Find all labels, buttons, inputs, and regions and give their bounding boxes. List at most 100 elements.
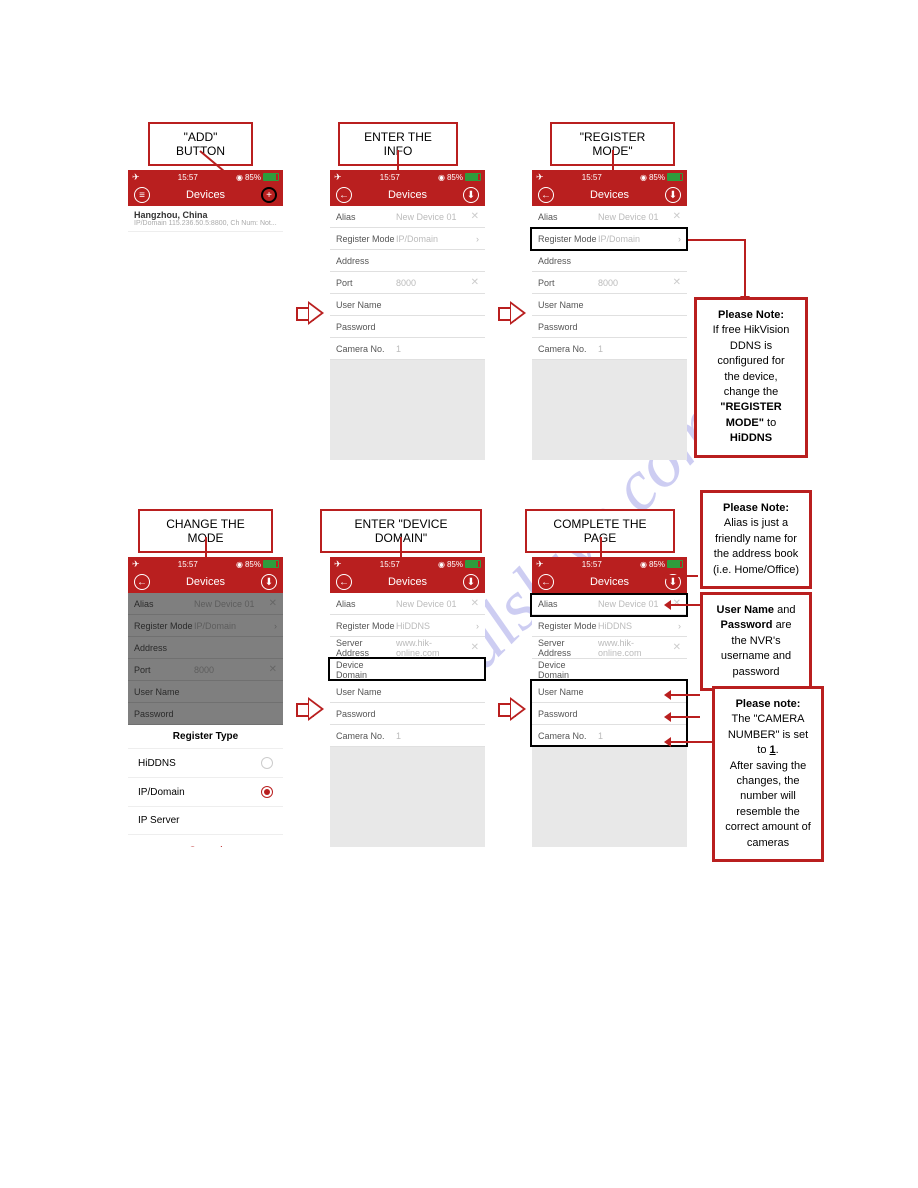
back-icon[interactable]: ← [538, 574, 554, 590]
connector-line [600, 537, 602, 559]
statusbar: ✈ 15:57 ◉ 85% [532, 557, 687, 571]
nav-title: Devices [186, 576, 225, 588]
save-icon[interactable]: ⬇ [261, 574, 277, 590]
nav-title: Devices [186, 189, 225, 201]
add-icon[interactable]: + [261, 187, 277, 203]
battery-status: ◉ 85% [236, 560, 279, 569]
battery-status: ◉ 85% [438, 560, 481, 569]
back-icon[interactable]: ← [336, 187, 352, 203]
register-mode-row[interactable]: Register ModeHiDDNS› [330, 615, 485, 637]
back-icon[interactable]: ← [134, 574, 150, 590]
sheet-cancel[interactable]: Cancel [128, 835, 283, 847]
menu-icon[interactable]: ≡ [134, 187, 150, 203]
step-arrow-icon [296, 302, 324, 322]
device-domain-row[interactable]: Device Domain [532, 659, 687, 681]
sheet-option-ipserver[interactable]: IP Server [128, 807, 283, 835]
nav-title: Devices [388, 189, 427, 201]
status-time: 15:57 [380, 560, 400, 569]
step-arrow-icon [498, 698, 526, 718]
password-row[interactable]: Password [532, 316, 687, 338]
username-row[interactable]: User Name [532, 294, 687, 316]
connector-line [670, 694, 700, 696]
status-time: 15:57 [582, 173, 602, 182]
camera-no-row[interactable]: Camera No.1 [532, 338, 687, 360]
note-alias: Please Note: Alias is just a friendly na… [700, 490, 812, 589]
connector-line [670, 604, 700, 606]
register-mode-row[interactable]: Register ModeIP/Domain› [330, 228, 485, 250]
register-mode-row[interactable]: Register ModeHiDDNS› [532, 615, 687, 637]
server-address-row[interactable]: Server Addresswww.hik-online.com✕ [330, 637, 485, 659]
camera-no-row[interactable]: Camera No.1 [330, 338, 485, 360]
back-icon[interactable]: ← [538, 187, 554, 203]
battery-status: ◉ 85% [640, 173, 683, 182]
phone-body [330, 360, 485, 460]
device-domain-row[interactable]: Device Domain [330, 659, 485, 681]
username-row[interactable]: User Name [330, 681, 485, 703]
statusbar: ✈ 15:57 ◉ 85% [128, 557, 283, 571]
navbar: ← Devices ⬇ [128, 571, 283, 593]
navbar: ≡ Devices + [128, 184, 283, 206]
note-camera-number: Please note: The "CAMERA NUMBER" is set … [712, 686, 824, 862]
username-row[interactable]: User Name [330, 294, 485, 316]
save-icon[interactable]: ⬇ [463, 574, 479, 590]
note-register-mode: Please Note: If free HikVision DDNS is c… [694, 297, 808, 458]
alias-row[interactable]: AliasNew Device 01✕ [532, 206, 687, 228]
device-subtitle: IP/Domain 115.236.50.5:8800, Ch Num: Not… [134, 220, 277, 227]
navbar: ← Devices ⬇ [330, 571, 485, 593]
airplane-icon: ✈ [536, 172, 544, 183]
nav-title: Devices [388, 576, 427, 588]
save-icon[interactable]: ⬇ [665, 187, 681, 203]
phone-screen-3: ✈ 15:57 ◉ 85% ← Devices ⬇ AliasNew Devic… [532, 170, 687, 460]
sheet-title: Register Type [128, 725, 283, 749]
note-credentials: User Name and Password are the NVR's use… [700, 592, 812, 691]
device-title: Hangzhou, China [134, 210, 277, 220]
port-row[interactable]: Port8000✕ [330, 272, 485, 294]
sheet-option-hiddns[interactable]: HiDDNS [128, 749, 283, 778]
phone-screen-4: ✈ 15:57 ◉ 85% ← Devices ⬇ AliasNew Devic… [128, 557, 283, 847]
port-row[interactable]: Port8000✕ [532, 272, 687, 294]
camera-no-row[interactable]: Camera No.1 [330, 725, 485, 747]
statusbar: ✈ 15:57 ◉ 85% [128, 170, 283, 184]
airplane-icon: ✈ [132, 172, 140, 183]
sheet-option-ipdomain[interactable]: IP/Domain [128, 778, 283, 807]
register-mode-row[interactable]: Register ModeIP/Domain› [532, 228, 687, 250]
password-row[interactable]: Password [330, 703, 485, 725]
phone-body [532, 360, 687, 460]
battery-status: ◉ 85% [640, 560, 683, 569]
status-time: 15:57 [178, 560, 198, 569]
device-list-item[interactable]: Hangzhou, China IP/Domain 115.236.50.5:8… [128, 206, 283, 232]
connector-line [688, 239, 746, 241]
phone-screen-1: ✈ 15:57 ◉ 85% ≡ Devices + Hangzhou, Chin… [128, 170, 283, 232]
password-row[interactable]: Password [330, 316, 485, 338]
airplane-icon: ✈ [334, 559, 342, 570]
status-time: 15:57 [178, 173, 198, 182]
battery-status: ◉ 85% [438, 173, 481, 182]
airplane-icon: ✈ [132, 559, 140, 570]
airplane-icon: ✈ [536, 559, 544, 570]
connector-line [670, 741, 712, 743]
step-arrow-icon [296, 698, 324, 718]
phone-body [532, 747, 687, 847]
connector-line [668, 575, 698, 577]
phone-screen-2: ✈ 15:57 ◉ 85% ← Devices ⬇ AliasNew Devic… [330, 170, 485, 460]
status-time: 15:57 [582, 560, 602, 569]
connector-line [670, 716, 700, 718]
alias-row[interactable]: AliasNew Device 01✕ [330, 593, 485, 615]
statusbar: ✈ 15:57 ◉ 85% [330, 557, 485, 571]
connector-line [744, 239, 746, 297]
alias-row[interactable]: AliasNew Device 01✕ [330, 206, 485, 228]
save-icon[interactable]: ⬇ [463, 187, 479, 203]
address-row[interactable]: Address [532, 250, 687, 272]
navbar: ← Devices ⬇ [532, 184, 687, 206]
status-time: 15:57 [380, 173, 400, 182]
step-arrow-icon [498, 302, 526, 322]
register-type-sheet: Register Type HiDDNS IP/Domain IP Server… [128, 725, 283, 847]
nav-title: Devices [590, 576, 629, 588]
server-address-row[interactable]: Server Addresswww.hik-online.com✕ [532, 637, 687, 659]
airplane-icon: ✈ [334, 172, 342, 183]
statusbar: ✈ 15:57 ◉ 85% [532, 170, 687, 184]
address-row[interactable]: Address [330, 250, 485, 272]
phone-screen-5: ✈ 15:57 ◉ 85% ← Devices ⬇ AliasNew Devic… [330, 557, 485, 847]
back-icon[interactable]: ← [336, 574, 352, 590]
nav-title: Devices [590, 189, 629, 201]
